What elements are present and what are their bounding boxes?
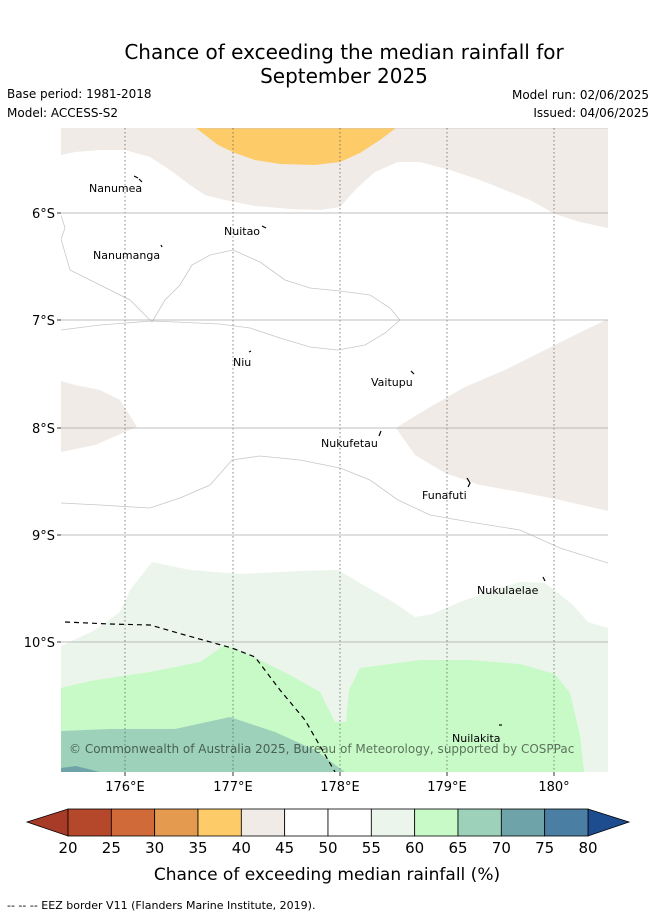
eez-border-line <box>64 621 336 772</box>
colorbar-cell <box>284 808 329 837</box>
colorbar-tick-label: 25 <box>102 839 121 857</box>
colorbar-tick-label: 45 <box>275 839 294 857</box>
colorbar-cell <box>67 808 112 837</box>
band-40-45-west <box>61 381 137 452</box>
label-nuilakita: Nuilakita <box>452 732 501 745</box>
place-labels: Nanumea Nuitao Nanumanga Niu Vaitupu Nuk… <box>89 182 539 745</box>
lat-label-8s: 8°S <box>32 422 55 437</box>
map-title: Chance of exceeding the median rainfall … <box>0 40 655 88</box>
island-marks <box>133 175 546 726</box>
colorbar-cell <box>370 808 416 837</box>
label-nuitao: Nuitao <box>224 225 260 238</box>
colorbar-tick-label: 35 <box>188 839 207 857</box>
longitude-labels: 176°E 177°E 178°E 179°E 180° <box>105 780 569 795</box>
lon-label-177e: 177°E <box>213 780 253 795</box>
colorbar-cell <box>240 808 286 837</box>
eez-border-legend: -- -- -- EEZ border V11 (Flanders Marine… <box>7 899 316 912</box>
lat-label-6s: 6°S <box>32 207 55 222</box>
colorbar-under-arrow <box>25 808 69 837</box>
colorbar-tick-label: 60 <box>405 839 424 857</box>
colorbar-cell <box>457 808 502 837</box>
model-name: Model: ACCESS-S2 <box>7 106 119 120</box>
colorbar-tick-label: 50 <box>318 839 337 857</box>
contour-lines <box>61 128 608 564</box>
colorbar-tick-label: 20 <box>58 839 77 857</box>
island-nukufetau <box>378 430 382 437</box>
label-nukufetau: Nukufetau <box>321 437 378 450</box>
copyright-notice: © Commonwealth of Australia 2025, Bureau… <box>69 742 574 756</box>
band-40-45-north <box>61 128 608 228</box>
island-funafuti <box>466 477 471 488</box>
lon-label-180: 180° <box>538 780 569 795</box>
colorbar-cell <box>327 808 372 837</box>
colorbar-cell <box>110 808 156 837</box>
lat-label-9s: 9°S <box>32 529 55 544</box>
colorbar-cell <box>197 808 242 837</box>
colorbar-tick-label: 55 <box>362 839 381 857</box>
island-niu <box>248 350 252 353</box>
island-vaitupu <box>410 370 415 375</box>
band-70-75 <box>61 766 100 772</box>
colorbar-cell <box>414 808 459 837</box>
title-line-1: Chance of exceeding the median rainfall … <box>124 40 564 64</box>
colorbar-cell <box>500 808 546 837</box>
colorbar-cell <box>544 808 589 837</box>
latitude-gridlines <box>61 212 608 643</box>
label-nukulaelae: Nukulaelae <box>477 584 539 597</box>
island-nukulaelae <box>542 576 546 582</box>
colorbar-tick-label: 80 <box>578 839 597 857</box>
title-line-2: September 2025 <box>260 64 428 88</box>
label-nanumea: Nanumea <box>89 182 142 195</box>
colorbar-tick-label: 75 <box>535 839 554 857</box>
colorbar-tick-label: 30 <box>145 839 164 857</box>
model-run: Model run: 02/06/2025 <box>511 88 649 102</box>
island-nuitao <box>261 225 267 229</box>
lat-label-7s: 7°S <box>32 314 55 329</box>
lon-label-178e: 178°E <box>320 780 360 795</box>
label-niu: Niu <box>233 356 251 369</box>
base-period: Base period: 1981-2018 <box>7 87 152 101</box>
label-nanumanga: Nanumanga <box>93 249 160 262</box>
island-nanumanga <box>160 244 163 248</box>
issued-date: Issued: 04/06/2025 <box>533 106 649 120</box>
band-35-40 <box>196 128 396 165</box>
longitude-gridlines <box>124 128 555 772</box>
lon-label-179e: 179°E <box>427 780 467 795</box>
colorbar-tick-labels: 20 25 30 35 40 45 50 55 60 65 70 75 80 <box>58 839 597 857</box>
band-65-70 <box>61 717 345 772</box>
colorbar-over-arrow <box>587 808 631 837</box>
colorbar-tick-label: 40 <box>232 839 251 857</box>
colorbar: 20 25 30 35 40 45 50 55 60 65 70 75 80 Chance of exc… <box>25 808 631 885</box>
label-vaitupu: Vaitupu <box>371 376 413 389</box>
probability-contours: Nanumea Nuitao Nanumanga Niu Vaitupu Nuk… <box>61 128 608 772</box>
latitude-labels: 6°S 7°S 8°S 9°S 10°S <box>24 207 55 651</box>
axis-ticks <box>57 212 555 776</box>
lon-label-176e: 176°E <box>105 780 145 795</box>
label-funafuti: Funafuti <box>422 489 467 502</box>
island-nanumea <box>133 175 143 183</box>
lat-label-10s: 10°S <box>24 636 55 651</box>
colorbar-tick-label: 70 <box>492 839 511 857</box>
colorbar-tick-label: 65 <box>448 839 467 857</box>
colorbar-cells <box>67 808 589 837</box>
band-40-45-east <box>396 319 608 511</box>
colorbar-label: Chance of exceeding median rainfall (%) <box>154 865 500 885</box>
colorbar-cell <box>154 808 199 837</box>
